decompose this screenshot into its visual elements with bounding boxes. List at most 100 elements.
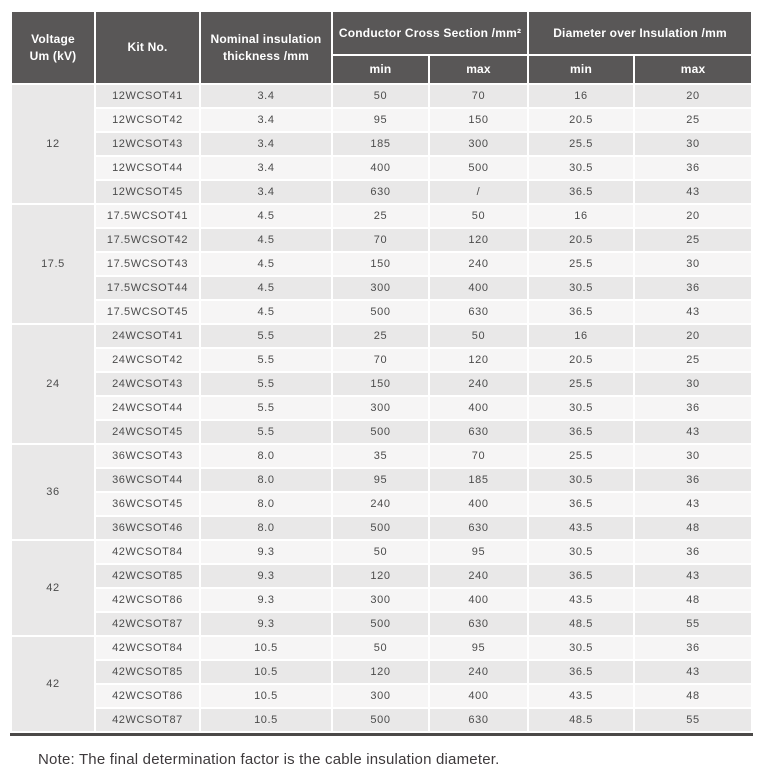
value-cell: 30.5	[529, 541, 634, 563]
col-header-voltage-line1: Voltage	[31, 32, 75, 47]
value-cell: 9.3	[201, 541, 331, 563]
value-cell: 500	[333, 301, 428, 323]
voltage-group-cell: 24	[12, 325, 94, 443]
kit-no-cell: 36WCSOT45	[96, 493, 199, 515]
kit-no-cell: 17.5WCSOT41	[96, 205, 199, 227]
value-cell: 55	[635, 709, 752, 731]
value-cell: 400	[430, 397, 528, 419]
table-row: 42WCSOT85 10.5 120 240 36.5 43	[12, 661, 752, 683]
table-row: 36WCSOT46 8.0 500 630 43.5 48	[12, 517, 752, 539]
table-row: 24WCSOT44 5.5 300 400 30.5 36	[12, 397, 752, 419]
value-cell: 50	[333, 637, 428, 659]
value-cell: 48.5	[529, 613, 634, 635]
voltage-group-cell: 42	[12, 541, 94, 635]
value-cell: 43.5	[529, 685, 634, 707]
value-cell: 36.5	[529, 661, 634, 683]
col-header-thickness-line2: thickness /mm	[223, 48, 309, 63]
col-header-ccs-min: min	[333, 56, 428, 83]
kit-no-cell: 24WCSOT43	[96, 373, 199, 395]
value-cell: 4.5	[201, 253, 331, 275]
table-row: 17.5WCSOT45 4.5 500 630 36.5 43	[12, 301, 752, 323]
kit-no-cell: 42WCSOT87	[96, 613, 199, 635]
col-header-thickness-line1: Nominal insulation	[210, 32, 322, 47]
value-cell: 3.4	[201, 85, 331, 107]
value-cell: 185	[333, 133, 428, 155]
value-cell: 5.5	[201, 349, 331, 371]
value-cell: 25.5	[529, 373, 634, 395]
value-cell: 30.5	[529, 397, 634, 419]
header-row-main: Voltage Um (kV) Kit No. Nominal insulati…	[12, 12, 752, 83]
value-cell: 35	[333, 445, 428, 467]
table-row: 36WCSOT44 8.0 95 185 30.5 36	[12, 469, 752, 491]
value-cell: 8.0	[201, 517, 331, 539]
value-cell: 95	[333, 109, 428, 131]
value-cell: 240	[333, 493, 428, 515]
value-cell: 300	[430, 133, 528, 155]
value-cell: 70	[430, 445, 528, 467]
value-cell: 3.4	[201, 133, 331, 155]
kit-no-cell: 42WCSOT85	[96, 565, 199, 587]
voltage-group-cell: 42	[12, 637, 94, 731]
value-cell: 36	[635, 277, 752, 299]
kit-no-cell: 24WCSOT41	[96, 325, 199, 347]
value-cell: 4.5	[201, 205, 331, 227]
value-cell: 240	[430, 661, 528, 683]
kit-no-cell: 17.5WCSOT42	[96, 229, 199, 251]
value-cell: 70	[333, 229, 428, 251]
value-cell: 150	[333, 373, 428, 395]
table-row: 17.5WCSOT44 4.5 300 400 30.5 36	[12, 277, 752, 299]
value-cell: 36	[635, 469, 752, 491]
value-cell: 95	[430, 541, 528, 563]
value-cell: 30	[635, 445, 752, 467]
kit-no-cell: 24WCSOT44	[96, 397, 199, 419]
col-header-voltage-line2: Um (kV)	[29, 48, 77, 63]
value-cell: 240	[430, 373, 528, 395]
table-row: 24WCSOT42 5.5 70 120 20.5 25	[12, 349, 752, 371]
value-cell: 20.5	[529, 349, 634, 371]
kit-no-cell: 12WCSOT42	[96, 109, 199, 131]
value-cell: 400	[430, 277, 528, 299]
value-cell: 30.5	[529, 469, 634, 491]
value-cell: 30.5	[529, 637, 634, 659]
col-header-diameter-over-insulation: Diameter over Insulation /mm	[529, 12, 752, 54]
value-cell: 500	[333, 517, 428, 539]
value-cell: 55	[635, 613, 752, 635]
value-cell: 400	[333, 157, 428, 179]
value-cell: 120	[430, 349, 528, 371]
value-cell: 400	[430, 685, 528, 707]
note-text: Note: The final determination factor is …	[38, 751, 500, 768]
value-cell: 30	[635, 133, 752, 155]
value-cell: 25	[333, 205, 428, 227]
table-row: 42WCSOT86 9.3 300 400 43.5 48	[12, 589, 752, 611]
value-cell: 240	[430, 565, 528, 587]
value-cell: 300	[333, 589, 428, 611]
value-cell: 36	[635, 157, 752, 179]
value-cell: 30.5	[529, 277, 634, 299]
kit-no-cell: 36WCSOT44	[96, 469, 199, 491]
table-row: 42WCSOT87 10.5 500 630 48.5 55	[12, 709, 752, 731]
value-cell: 400	[430, 589, 528, 611]
value-cell: 36.5	[529, 565, 634, 587]
value-cell: 50	[333, 85, 428, 107]
col-header-ccs-max: max	[430, 56, 528, 83]
value-cell: 5.5	[201, 421, 331, 443]
value-cell: 30	[635, 373, 752, 395]
value-cell: 630	[430, 301, 528, 323]
value-cell: 20	[635, 85, 752, 107]
kit-no-cell: 12WCSOT44	[96, 157, 199, 179]
value-cell: 43	[635, 661, 752, 683]
value-cell: 36.5	[529, 301, 634, 323]
value-cell: 48	[635, 685, 752, 707]
value-cell: 95	[430, 637, 528, 659]
table-row: 24WCSOT43 5.5 150 240 25.5 30	[12, 373, 752, 395]
value-cell: 43	[635, 181, 752, 203]
value-cell: 300	[333, 277, 428, 299]
kit-no-cell: 17.5WCSOT44	[96, 277, 199, 299]
value-cell: 50	[333, 541, 428, 563]
value-cell: 500	[333, 613, 428, 635]
table-row: 42WCSOT86 10.5 300 400 43.5 48	[12, 685, 752, 707]
kit-no-cell: 36WCSOT46	[96, 517, 199, 539]
kit-no-cell: 12WCSOT45	[96, 181, 199, 203]
value-cell: 70	[333, 349, 428, 371]
